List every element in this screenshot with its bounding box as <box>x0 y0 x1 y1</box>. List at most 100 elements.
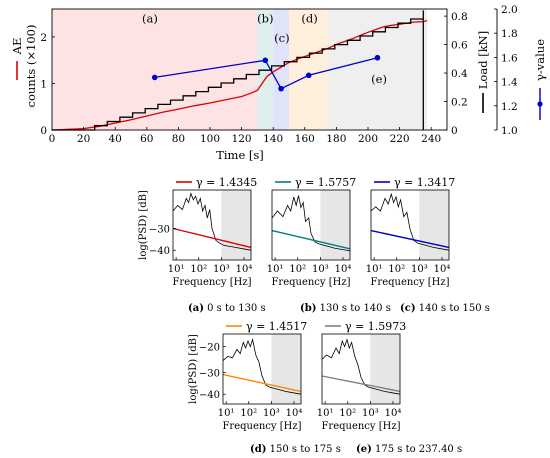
ae-axis-label-line2: counts (×100) <box>24 25 38 108</box>
time-axis-label: Time [s] <box>216 148 264 162</box>
region-label-1: (b) <box>257 11 273 25</box>
psd-caption-text: 0 s to 130 s <box>204 303 266 314</box>
psd-xlabel: Frequency [Hz] <box>271 277 350 288</box>
psd-frame <box>172 189 252 261</box>
psd-caption-text: 130 s to 140 s <box>316 303 390 314</box>
ae-tick-label-1: 1 <box>40 78 47 90</box>
gamma-tick-label-3: 1.6 <box>501 52 518 64</box>
time-tick-label-6: 120 <box>232 133 252 145</box>
psd-panel-d: 10¹ 10² 10³ 10⁴ Frequency [Hz] −20 −30 −40log(P… <box>188 320 341 455</box>
time-axis-ticks: 0 20 40 60 80 100 120 140 160 180 200 220 240 <box>49 127 441 145</box>
time-tick-label-7: 140 <box>263 133 283 145</box>
gamma-tick-label-5: 2.0 <box>501 4 518 16</box>
psd-fit-line <box>370 229 450 249</box>
top-chart-frame <box>51 8 448 131</box>
psd-xtick-label-2: 10³ <box>213 264 230 275</box>
psd-caption: (b) 130 s to 140 s <box>300 303 391 314</box>
psd-shaded-band <box>419 190 449 260</box>
region-label-3: (d) <box>301 11 317 25</box>
psd-caption-label: (a) <box>188 303 204 314</box>
psd-shaded-band <box>271 334 301 404</box>
time-tick-label-8: 160 <box>295 133 315 145</box>
gamma-point-0 <box>151 74 158 81</box>
psd-legend-text: γ = 1.4345 <box>196 176 257 189</box>
psd-xtick-label-0: 10¹ <box>317 408 334 419</box>
gamma-axis-label: γ-value <box>533 39 547 120</box>
psd-legend-text: γ = 1.5757 <box>295 176 356 189</box>
time-tick-label-10: 200 <box>358 133 378 145</box>
psd-xtick-label-2: 10³ <box>362 408 379 419</box>
gamma-point-2 <box>278 85 284 92</box>
psd-frame <box>222 333 302 405</box>
time-tick-label-5: 100 <box>200 133 220 145</box>
psd-xtick-label-1: 10² <box>339 408 356 419</box>
psd-frame <box>271 189 351 261</box>
gamma-tick-label-4: 1.8 <box>501 28 518 40</box>
region-label-4: (e) <box>371 72 387 86</box>
ae-counts-line <box>51 19 428 131</box>
psd-xtick-label-1: 10² <box>190 264 207 275</box>
region-3 <box>289 9 329 130</box>
psd-legend-text: γ = 1.5973 <box>345 320 406 333</box>
gamma-series <box>151 54 381 92</box>
psd-xtick-label-1: 10² <box>240 408 257 419</box>
region-label-2: (c) <box>274 31 289 45</box>
time-tick-label-3: 60 <box>140 133 153 145</box>
gamma-tick-label-0: 1.0 <box>501 125 518 137</box>
gamma-point-4 <box>374 54 381 61</box>
psd-caption-label: (d) <box>250 444 266 455</box>
psd-caption-label: (e) <box>356 444 372 455</box>
psd-frame <box>370 189 450 261</box>
region-2 <box>273 9 289 130</box>
top-time-chart: (a) (b)(c)(d)(e) 0 20 40 60 80 100 120 140 160 180… <box>10 4 547 162</box>
load-axis-label-text: Load [kN] <box>476 31 490 89</box>
gamma-axis-label-text: γ-value <box>533 39 547 81</box>
psd-xtick-label-1: 10² <box>289 264 306 275</box>
psd-xtick-label-2: 10³ <box>312 264 329 275</box>
psd-caption: (e) 175 s to 237.40 s <box>356 444 462 455</box>
psd-shaded-band <box>320 190 350 260</box>
time-tick-label-1: 20 <box>77 133 90 145</box>
time-tick-label-2: 40 <box>109 133 122 145</box>
phase-region-labels: (a) (b)(c) (d) (e) <box>142 11 387 86</box>
phase-regions <box>52 9 428 130</box>
psd-xtick-label-1: 10² <box>388 264 405 275</box>
psd-trace <box>222 338 302 395</box>
psd-caption-text: 150 s to 175 s <box>266 444 340 455</box>
region-label-0: (a) <box>142 11 158 25</box>
ae-axis-ticks: 0 1 2 <box>40 32 55 137</box>
psd-xtick-label-2: 10³ <box>263 408 280 419</box>
psd-caption-text: 140 s to 150 s <box>416 303 490 314</box>
psd-ylabel: log(PSD) [dB] <box>188 334 199 404</box>
psd-trace <box>321 338 401 395</box>
ae-tick-label-2: 2 <box>40 32 47 44</box>
gamma-tick-label-2: 1.4 <box>501 77 518 89</box>
psd-legend-text: γ = 1.4517 <box>246 320 307 333</box>
psd-panel-e: 10¹ 10² 10³ 10⁴ Frequency [Hz] γ = 1.5973 (e) … <box>317 320 462 455</box>
ae-axis-label-line1: AE <box>10 38 24 56</box>
psd-xtick-label-3: 10⁴ <box>286 408 303 419</box>
psd-xtick-label-0: 10¹ <box>267 264 284 275</box>
psd-fit-line <box>222 373 302 393</box>
psd-caption: (a) 0 s to 130 s <box>188 303 266 314</box>
psd-fit-line <box>271 229 351 250</box>
psd-caption-label: (c) <box>400 303 416 314</box>
psd-panel-a: 10¹ 10² 10³ 10⁴ Frequency [Hz] −30 −40log(PSD)… <box>138 176 266 314</box>
psd-frame <box>321 333 401 405</box>
region-4 <box>328 9 428 130</box>
psd-xtick-label-2: 10³ <box>411 264 428 275</box>
psd-fit-line <box>172 227 252 249</box>
load-tick-label-3: 0.6 <box>451 40 468 52</box>
load-axis: 0 0.2 0.4 0.6 0.8 <box>444 11 468 137</box>
gamma-tick-label-1: 1.2 <box>501 101 518 113</box>
load-tick-label-1: 0.2 <box>451 97 468 109</box>
load-axis-label: Load [kN] <box>476 31 490 113</box>
region-0 <box>52 9 258 130</box>
psd-ytick-label-0: −30 <box>149 225 170 236</box>
psd-panel-c: 10¹ 10² 10³ 10⁴ Frequency [Hz] γ = 1.3417 (c) … <box>366 176 490 314</box>
load-series <box>52 10 424 131</box>
psd-caption-text: 175 s to 237.40 s <box>372 444 462 455</box>
psd-caption: (d) 150 s to 175 s <box>250 444 341 455</box>
psd-fit-line <box>321 375 401 393</box>
load-tick-label-4: 0.8 <box>451 11 468 23</box>
